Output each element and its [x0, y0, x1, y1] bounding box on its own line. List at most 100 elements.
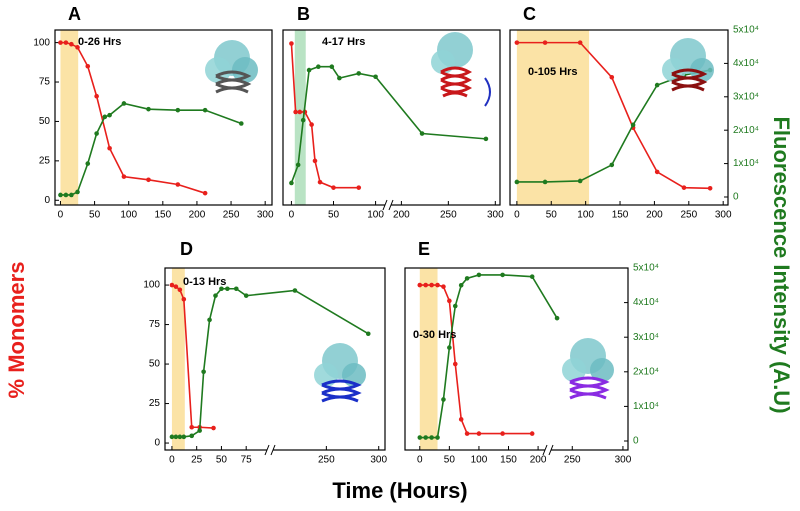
- axis-break-gap: [267, 446, 273, 454]
- data-point: [609, 162, 615, 168]
- axis-break-mark: [388, 199, 394, 211]
- y2-tick-label: 5x10⁴: [633, 263, 659, 274]
- y-tick-label: 100: [143, 280, 160, 291]
- x-tick-label: 300: [370, 455, 387, 466]
- data-point: [94, 93, 99, 99]
- data-point: [75, 45, 80, 50]
- protein-e: [562, 338, 614, 400]
- data-point: [213, 293, 218, 298]
- data-point: [94, 131, 99, 136]
- data-point: [201, 369, 206, 375]
- y-tick-label: 75: [149, 319, 161, 330]
- data-point: [500, 431, 505, 436]
- data-point: [238, 121, 244, 126]
- data-point: [458, 417, 464, 422]
- y-tick-label: 0: [154, 438, 160, 449]
- data-point: [452, 361, 458, 367]
- data-point: [423, 435, 429, 440]
- data-point: [483, 136, 489, 142]
- data-point: [654, 169, 660, 175]
- data-point: [173, 434, 179, 440]
- axis-break-mark: [382, 199, 388, 211]
- x-tick-label: 150: [500, 455, 517, 466]
- data-point: [542, 179, 548, 185]
- axis-break-mark: [542, 444, 548, 456]
- protein-d: [314, 343, 366, 403]
- data-point: [289, 180, 294, 186]
- shade-region: [419, 268, 438, 450]
- axis-break-mark: [548, 444, 554, 456]
- y2-tick-label: 3x10⁴: [733, 91, 759, 102]
- axis-break-gap: [385, 201, 391, 209]
- x-tick-label: 250: [318, 455, 335, 466]
- data-point: [542, 40, 548, 45]
- data-point: [85, 63, 91, 69]
- axis-break-gap: [545, 446, 551, 454]
- shade-region: [60, 30, 79, 205]
- data-point: [202, 107, 208, 113]
- series-line: [60, 41, 206, 194]
- data-point: [292, 288, 298, 293]
- panel: 0 50 100 150 200 250 30001x10⁴2x10⁴3x10⁴4x10⁴5…: [404, 239, 659, 466]
- data-point: [464, 431, 470, 436]
- y2-axis-title: Fluorescence Intensity (A.U): [769, 116, 794, 413]
- data-point: [107, 112, 112, 118]
- data-point: [243, 293, 249, 298]
- data-point: [373, 74, 378, 80]
- series-line: [60, 102, 242, 196]
- y-axis-title: % Monomers: [4, 262, 29, 399]
- data-point: [577, 40, 583, 45]
- data-point: [514, 40, 520, 45]
- data-point: [529, 431, 535, 436]
- data-point: [577, 178, 583, 184]
- data-point: [452, 303, 458, 309]
- data-point: [429, 435, 434, 440]
- x-tick-label: 150: [612, 210, 629, 221]
- data-point: [429, 282, 434, 288]
- data-point: [423, 282, 429, 288]
- y-tick-label: 75: [39, 77, 51, 88]
- data-point: [295, 162, 301, 168]
- data-point: [331, 185, 336, 190]
- x-tick-label: 250: [223, 210, 240, 221]
- y2-tick-label: 1x10⁴: [633, 401, 659, 412]
- data-point: [75, 189, 80, 195]
- data-point: [312, 158, 318, 164]
- panel: 0 50 100 200 250 300 B 4-17 Hrs: [282, 4, 504, 221]
- shade-annotation: 0-26 Hrs: [78, 36, 121, 48]
- x-tick-label: 50: [89, 210, 101, 221]
- x-tick-label: 200: [646, 210, 663, 221]
- x-tick-label: 250: [440, 210, 457, 221]
- data-point: [476, 431, 482, 436]
- shade-annotation: 0-105 Hrs: [528, 66, 578, 78]
- shade-annotation: 0-13 Hrs: [183, 276, 226, 288]
- x-tick-label: 100: [367, 210, 384, 221]
- data-point: [189, 424, 195, 430]
- data-point: [630, 122, 636, 128]
- x-tick-label: 200: [530, 455, 547, 466]
- plot-frame: [509, 29, 729, 206]
- data-point: [211, 425, 216, 431]
- x-tick-label: 75: [241, 455, 253, 466]
- panel-letter: E: [418, 239, 430, 259]
- data-point: [207, 317, 212, 323]
- data-point: [435, 435, 440, 440]
- x-tick-label: 200: [189, 210, 206, 221]
- data-point: [476, 272, 482, 278]
- data-point: [435, 282, 440, 288]
- data-point: [146, 106, 151, 112]
- y2-tick-label: 3x10⁴: [633, 332, 659, 343]
- series-line: [419, 274, 558, 439]
- data-point: [447, 298, 452, 304]
- data-point: [681, 185, 687, 190]
- data-point: [175, 182, 181, 187]
- data-point: [447, 345, 452, 350]
- x-tick-label: 25: [191, 455, 203, 466]
- protein-b: [431, 32, 491, 107]
- data-point: [464, 276, 470, 281]
- data-point: [293, 109, 298, 115]
- data-point: [317, 179, 323, 185]
- data-point: [554, 315, 560, 321]
- data-point: [169, 282, 175, 288]
